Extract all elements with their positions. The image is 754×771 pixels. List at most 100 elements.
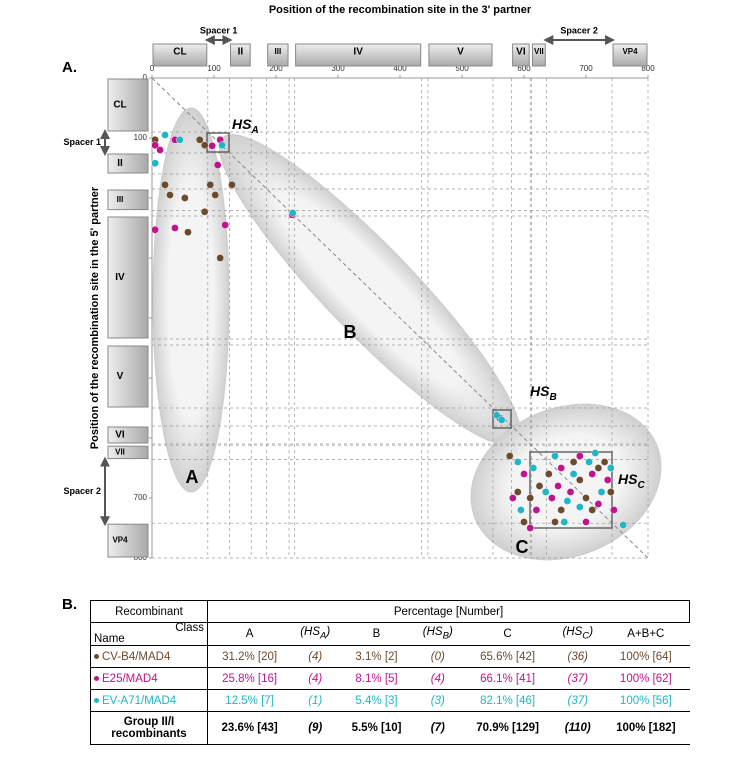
domain-box [107,153,149,174]
domain-box [295,43,422,67]
domain-box [107,523,149,558]
series-name: EV-A71/MAD4 [102,694,177,707]
data-point [166,191,174,199]
domain-label: VII [115,448,125,457]
data-point [526,524,535,532]
x-tick-label: 200 [269,64,283,73]
table-cell: 65.6% [42] [461,645,554,668]
data-point [551,518,559,526]
group-label: C [516,537,529,557]
table-cell: (37) [553,667,603,690]
data-point [585,458,593,466]
row-name: CV-B4/MAD4 [90,645,208,668]
table-cell: 23.6% [43] [207,711,292,745]
series-name: E25/MAD4 [102,672,158,685]
table-row: CV-B4/MAD4 31.2% [20] (4) 3.1% [2] (0) 65.6% … [90,645,690,668]
table-cell: (9) [291,711,340,745]
row-name: Group II/I recombinants [90,711,208,745]
data-point [505,452,514,460]
y-axis-title: Position of the recombination site in th… [89,186,101,449]
data-point [591,449,600,457]
data-point [492,411,501,420]
table-cell: 3.1% [2] [339,645,414,668]
spacer-label: Spacer 2 [560,25,598,35]
domain-label: IV [353,47,363,58]
data-point [576,476,584,484]
x-tick-label: 500 [455,64,469,73]
group-label: A [186,467,199,487]
data-point [582,518,590,526]
data-point [594,464,603,472]
data-point [600,458,609,466]
table-row: E25/MAD4 25.8% [16] (4) 8.1% [5] (4) 66.1% [4… [90,667,690,690]
data-point [569,470,578,478]
x-tick-label: 700 [579,64,593,73]
data-point [208,141,216,150]
x-tick-label: 800 [641,64,655,73]
domain-box [107,216,149,339]
table-cell: (37) [553,689,603,712]
table-cell: 31.2% [20] [207,645,292,668]
hotspot-sub: B [549,392,556,403]
hotspot-label: HSC [618,471,645,491]
data-point [529,464,538,472]
table-cell: 100% [56] [602,689,690,712]
table-row: EV-A71/MAD4 12.5% [7] (1) 5.4% [3] (3) 82.1% … [90,689,690,712]
hotspot-text: HS [618,471,638,487]
spacer-label: Spacer 1 [200,25,238,35]
table-row: Class Name A (HSA) B (HSB) C (HSC) A+B+C [90,622,690,646]
data-point [557,506,566,514]
hotspot-sub: A [250,125,258,136]
name-header: Name [94,633,125,645]
table-cell: (110) [553,711,603,745]
series-name: CV-B4/MAD4 [102,650,171,663]
data-point [597,488,606,496]
data-point [594,500,603,508]
data-point [560,518,569,526]
domain-box [230,43,251,67]
table-cell: (4) [413,667,462,690]
domain-box [107,345,149,408]
hs-text: (HS [562,626,583,639]
data-point [184,228,192,236]
column-header: A [207,622,292,646]
hs-text: (HS [300,626,321,639]
table-cell: (0) [413,645,462,668]
data-point [551,452,559,460]
header: Recombinant [90,600,208,623]
data-point [216,254,224,262]
column-header: (HSB) [413,622,462,646]
data-point [576,452,584,460]
x-axis-title: Position of the recombination site in th… [269,4,532,16]
domain-box [152,43,208,67]
domain-label: III [275,47,282,56]
domain-box [107,189,149,211]
data-point [218,141,226,149]
table-cell: (3) [413,689,462,712]
domain-label: IV [115,272,125,283]
x-tick-label: 0 [150,64,155,73]
table-cell: (36) [553,645,603,668]
data-point [607,464,615,472]
domain-box [512,43,530,67]
hs-sub: B [442,630,449,642]
data-point [156,146,164,154]
table-cell: 5.4% [3] [339,689,414,712]
hotspot-box [492,409,512,429]
data-point [576,503,584,511]
hotspot-text: HS [232,116,252,132]
data-point [151,225,159,234]
hs-tail: ) [326,626,331,639]
region-a [152,107,230,493]
data-point [548,494,556,502]
data-point [520,518,528,526]
domain-label: VP4 [622,47,638,56]
domain-label: V [117,371,124,382]
data-point [151,159,159,167]
table-cell: 100% [64] [602,645,690,668]
table-cell: (4) [291,667,340,690]
data-point [509,494,517,502]
legend-dot [94,653,99,659]
data-point [563,497,572,505]
table-row: Group II/I recombinants 23.6% [43] (9) 5.5%… [90,711,690,745]
